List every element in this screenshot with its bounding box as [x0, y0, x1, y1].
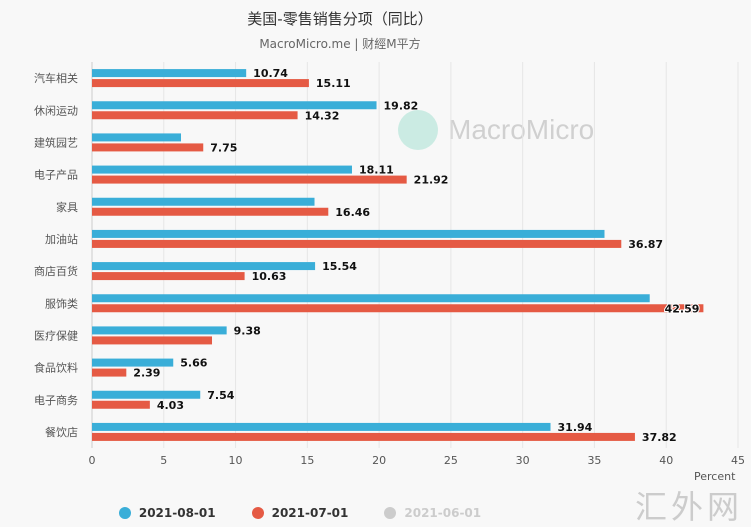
watermark-text: MacroMicro	[448, 114, 595, 145]
bar	[92, 304, 704, 313]
x-tick-label: 20	[372, 454, 386, 467]
bar	[92, 336, 213, 345]
legend-label: 2021-08-01	[138, 506, 216, 520]
data-label: 9.38	[234, 324, 261, 337]
legend-dot-icon	[251, 507, 264, 519]
legend-label: 2021-06-01	[404, 506, 482, 520]
bar	[92, 422, 551, 431]
y-tick-label: 服饰类	[45, 296, 78, 310]
bar	[92, 400, 150, 409]
y-tick-label: 电子商务	[34, 393, 78, 407]
data-label: 18.11	[359, 164, 394, 177]
bar	[92, 229, 605, 238]
x-axis-label: Percent	[694, 470, 736, 483]
bar	[92, 239, 622, 248]
x-tick-label: 0	[89, 454, 96, 467]
bar	[92, 294, 650, 303]
bar	[92, 207, 329, 216]
y-tick-label: 食品饮料	[34, 361, 78, 375]
data-label: 31.94	[558, 421, 593, 434]
y-tick-label: 餐饮店	[45, 425, 78, 439]
data-label: 21.92	[414, 174, 449, 187]
data-label: 7.75	[210, 141, 237, 154]
data-label: 15.11	[316, 77, 351, 90]
corner-watermark: 汇外网	[634, 488, 743, 526]
y-tick-label: 加油站	[45, 232, 78, 246]
x-tick-label: 30	[516, 454, 530, 467]
bar	[92, 111, 298, 120]
bar	[92, 175, 407, 184]
bar	[92, 432, 635, 441]
y-tick-label: 休闲运动	[34, 103, 78, 117]
bar	[92, 368, 127, 377]
data-label: 14.32	[305, 109, 340, 122]
y-tick-label: 医疗保健	[34, 328, 78, 342]
y-tick-label: 汽车相关	[34, 71, 78, 85]
chart-title: 美国-零售销售分项（同比）	[247, 10, 433, 28]
x-tick-label: 10	[229, 454, 243, 467]
legend-dot-icon	[384, 507, 397, 519]
y-tick-label: 商店百货	[34, 264, 78, 278]
y-tick-label: 家具	[56, 200, 78, 214]
data-label: 7.54	[207, 389, 234, 402]
watermark: MacroMicro	[398, 110, 594, 150]
bar	[92, 143, 204, 152]
x-tick-label: 25	[444, 454, 458, 467]
x-tick-label: 15	[300, 454, 314, 467]
y-tick-label: 建筑园艺	[34, 135, 78, 149]
data-label: 36.87	[628, 238, 663, 251]
chart-subtitle: MacroMicro.me | 财經M平方	[259, 37, 421, 51]
x-tick-label: 35	[587, 454, 601, 467]
bar	[92, 101, 377, 110]
bar	[92, 326, 227, 335]
x-tick-label: 5	[160, 454, 167, 467]
bar	[92, 272, 245, 281]
bar	[92, 390, 201, 399]
bar	[92, 262, 316, 271]
data-label: 19.82	[384, 99, 419, 112]
bar	[92, 79, 309, 88]
data-label: 2.39	[133, 367, 160, 380]
bar	[92, 165, 352, 174]
legend-item[interactable]: 2021-07-01	[251, 506, 349, 520]
bar	[92, 197, 315, 206]
data-label: 10.63	[252, 270, 287, 283]
data-label: 4.03	[157, 399, 184, 412]
data-label: 16.46	[335, 206, 370, 219]
legend-label: 2021-07-01	[271, 506, 349, 520]
y-tick-label: 电子产品	[34, 168, 78, 182]
bar	[92, 358, 174, 367]
macromicro-logo-icon	[398, 110, 438, 150]
data-label: 37.82	[642, 431, 677, 444]
x-tick-label: 40	[659, 454, 673, 467]
data-label: 10.74	[253, 67, 288, 80]
x-tick-label: 45	[731, 454, 745, 467]
data-label: 5.66	[180, 357, 207, 370]
data-label: 42.59	[665, 302, 700, 315]
legend: 2021-08-01 2021-07-01 2021-06-01	[0, 506, 600, 520]
data-label: 15.54	[322, 260, 357, 273]
legend-dot-icon	[118, 507, 131, 519]
legend-item[interactable]: 2021-08-01	[118, 506, 216, 520]
legend-item[interactable]: 2021-06-01	[384, 506, 481, 520]
bar	[92, 133, 182, 142]
bar	[92, 69, 247, 78]
